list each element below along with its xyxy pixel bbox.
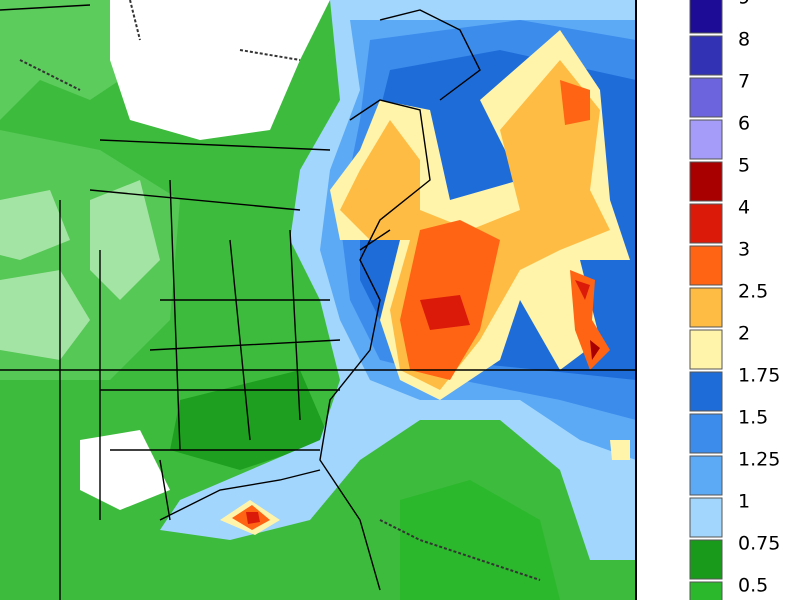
legend-swatch: [689, 581, 723, 600]
legend-label: 1.5: [738, 407, 768, 429]
legend-label: 1: [738, 491, 750, 513]
legend: 9 8 7 6 5 4 3 2.5 2 1.75 1.5 1.25 1 0.75 0.5: [689, 0, 780, 600]
precip-3: [560, 80, 590, 125]
legend-swatch: [689, 539, 723, 580]
legend-swatch: [689, 245, 723, 286]
borders-dotted: [19, 0, 541, 581]
legend-label: 0.5: [738, 575, 768, 597]
legend-swatch: [689, 0, 723, 34]
legend-label: 2.5: [738, 281, 768, 303]
legend-label: 6: [738, 113, 750, 135]
legend-label: 1.75: [738, 365, 780, 387]
precip-4: [246, 512, 260, 524]
legend-swatch: [689, 161, 723, 202]
legend-swatch: [689, 413, 723, 454]
legend-swatch: [689, 287, 723, 328]
legend-label: 4: [738, 197, 750, 219]
precip-4: [575, 280, 590, 300]
legend-swatch: [689, 497, 723, 538]
light-green-area: [0, 130, 180, 380]
state-borders: [0, 4, 636, 600]
legend-swatch: [689, 119, 723, 160]
precip-4: [420, 295, 470, 330]
legend-swatch: [689, 329, 723, 370]
green-area: [170, 370, 330, 470]
legend-label: 0.75: [738, 533, 780, 555]
legend-label: 2: [738, 323, 750, 345]
green-area: [400, 480, 560, 600]
legend-label: 3: [738, 239, 750, 261]
legend-swatch: [689, 371, 723, 412]
legend-label: 5: [738, 155, 750, 177]
precip-5: [590, 340, 600, 360]
no-precip-area: [110, 0, 330, 140]
legend-label: 8: [738, 29, 750, 51]
legend-swatch: [689, 455, 723, 496]
map: [0, 0, 637, 600]
precip-2: [610, 440, 630, 460]
coastline: [159, 9, 481, 591]
legend-swatch: [689, 203, 723, 244]
legend-label: 9: [738, 0, 750, 9]
legend-label: 1.25: [738, 449, 780, 471]
precip-3: [570, 270, 610, 370]
legend-swatch: [689, 35, 723, 76]
legend-swatch: [689, 77, 723, 118]
legend-label: 7: [738, 71, 750, 93]
